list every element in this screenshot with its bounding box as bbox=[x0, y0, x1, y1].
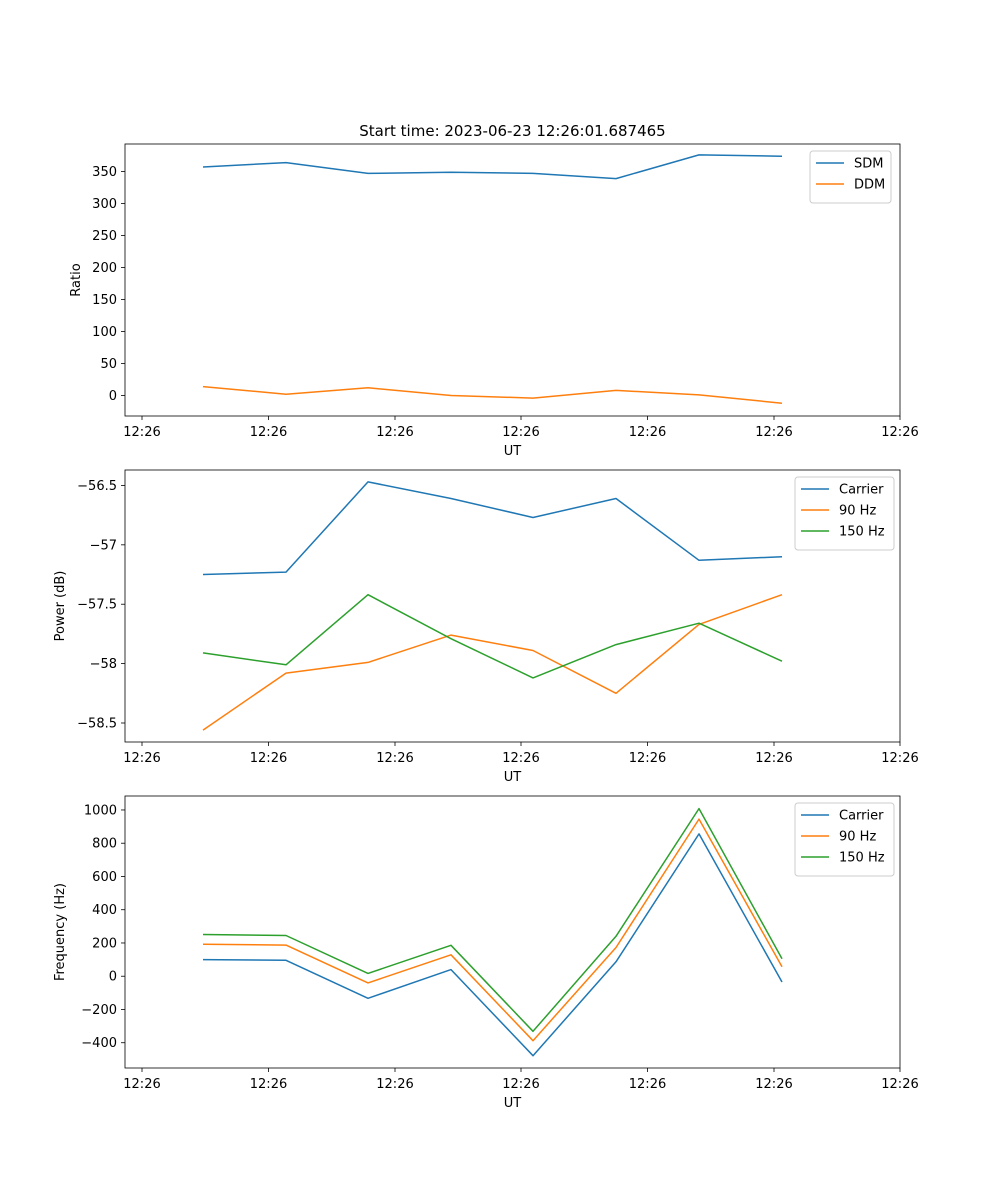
x-tick-label: 12:26 bbox=[755, 425, 792, 440]
legend-label: Carrier bbox=[839, 483, 884, 498]
x-tick-label: 12:26 bbox=[123, 1077, 160, 1092]
series-line-150-hz bbox=[202, 593, 783, 679]
y-tick-label: 200 bbox=[92, 936, 117, 951]
axes-frame bbox=[124, 143, 901, 417]
x-tick-label: 12:26 bbox=[123, 425, 160, 440]
x-axis-label: UT bbox=[504, 444, 522, 459]
y-tick-label: 1000 bbox=[84, 803, 117, 818]
x-tick-label: 12:26 bbox=[502, 425, 539, 440]
x-tick-label: 12:26 bbox=[629, 751, 666, 766]
x-tick-label: 12:26 bbox=[376, 751, 413, 766]
x-tick-label: 12:26 bbox=[755, 751, 792, 766]
axes-frame bbox=[124, 469, 901, 743]
y-tick-label: 0 bbox=[109, 970, 117, 985]
series-line-90-hz bbox=[202, 593, 783, 731]
chart-panel-1: 12:26 12:26 12:26 12:26 12:26 12:26 12:26 0 50 10… bbox=[69, 143, 919, 459]
series-line-carrier bbox=[202, 833, 783, 1057]
y-tick-label: 150 bbox=[92, 293, 117, 308]
y-tick-label: −400 bbox=[81, 1036, 117, 1051]
x-tick-label: 12:26 bbox=[881, 425, 918, 440]
legend: Carrier 90 Hz 150 Hz bbox=[794, 476, 895, 551]
x-tick-label: 12:26 bbox=[881, 1077, 918, 1092]
x-axis-label: UT bbox=[504, 770, 522, 785]
x-tick-label: 12:26 bbox=[881, 751, 918, 766]
y-tick-label: 50 bbox=[100, 357, 117, 372]
legend-label: 90 Hz bbox=[839, 504, 876, 519]
legend-label: 150 Hz bbox=[839, 851, 885, 866]
y-tick-label: 300 bbox=[92, 197, 117, 212]
x-axis-label: UT bbox=[504, 1096, 522, 1111]
x-tick-label: 12:26 bbox=[376, 425, 413, 440]
chart-panel-2: 12:26 12:26 12:26 12:26 12:26 12:26 12:26 −58.5… bbox=[53, 469, 919, 785]
figure-title: Start time: 2023-06-23 12:26:01.687465 bbox=[359, 122, 665, 140]
y-tick-label: −56.5 bbox=[77, 479, 117, 494]
y-tick-label: −58.5 bbox=[77, 716, 117, 731]
y-tick-label: 200 bbox=[92, 261, 117, 276]
legend-label: Carrier bbox=[839, 809, 884, 824]
y-axis-label: Ratio bbox=[69, 263, 84, 296]
legend: Carrier 90 Hz 150 Hz bbox=[794, 802, 895, 877]
y-tick-label: −57.5 bbox=[77, 598, 117, 613]
y-axis-label: Power (dB) bbox=[53, 571, 68, 642]
series-line-ddm bbox=[202, 385, 783, 404]
legend-label: 150 Hz bbox=[839, 525, 885, 540]
y-tick-label: 800 bbox=[92, 837, 117, 852]
x-tick-label: 12:26 bbox=[376, 1077, 413, 1092]
series-line-carrier bbox=[202, 481, 783, 576]
y-tick-label: 600 bbox=[92, 870, 117, 885]
series-line-90-hz bbox=[202, 818, 783, 1042]
x-tick-label: 12:26 bbox=[250, 425, 287, 440]
x-tick-label: 12:26 bbox=[250, 751, 287, 766]
y-tick-label: 250 bbox=[92, 229, 117, 244]
x-tick-label: 12:26 bbox=[250, 1077, 287, 1092]
y-tick-label: 100 bbox=[92, 325, 117, 340]
x-tick-label: 12:26 bbox=[629, 425, 666, 440]
y-tick-label: 400 bbox=[92, 903, 117, 918]
legend: SDM DDM bbox=[809, 150, 892, 204]
x-tick-label: 12:26 bbox=[629, 1077, 666, 1092]
chart-panel-3: 12:26 12:26 12:26 12:26 12:26 12:26 12:26 −400 −… bbox=[53, 795, 919, 1111]
y-tick-label: 350 bbox=[92, 165, 117, 180]
x-tick-label: 12:26 bbox=[755, 1077, 792, 1092]
legend-label: SDM bbox=[854, 157, 883, 172]
y-tick-label: −58 bbox=[90, 657, 117, 672]
series-line-sdm bbox=[202, 154, 783, 180]
axes-frame bbox=[124, 795, 901, 1069]
panels: 12:26 12:26 12:26 12:26 12:26 12:26 12:26 0 50 10… bbox=[53, 143, 919, 1111]
legend-label: 90 Hz bbox=[839, 830, 876, 845]
y-tick-label: −57 bbox=[90, 538, 117, 553]
y-tick-label: −200 bbox=[81, 1003, 117, 1018]
y-axis-label: Frequency (Hz) bbox=[53, 883, 68, 981]
legend-box bbox=[809, 150, 892, 204]
y-tick-label: 0 bbox=[109, 389, 117, 404]
x-tick-label: 12:26 bbox=[502, 751, 539, 766]
x-tick-label: 12:26 bbox=[123, 751, 160, 766]
x-tick-label: 12:26 bbox=[502, 1077, 539, 1092]
series-line-150-hz bbox=[202, 807, 783, 1033]
legend-label: DDM bbox=[854, 178, 885, 193]
